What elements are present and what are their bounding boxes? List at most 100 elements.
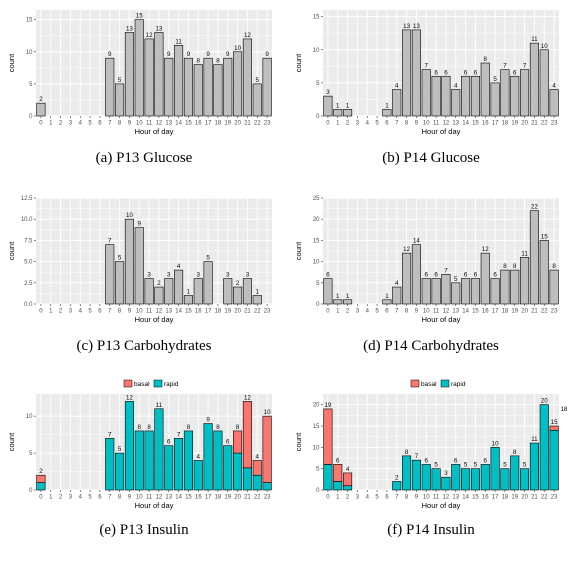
x-tick-label: 5 (88, 309, 92, 315)
y-tick-label: 5 (316, 81, 320, 87)
x-tick-label: 10 (423, 495, 430, 501)
bar (134, 227, 144, 305)
data-label: 15 (136, 13, 143, 20)
bar-rapid (124, 401, 134, 491)
panel-p14-insulin: 0 5 10 15 20 19 6 4 2 8 7 6 5 3 6 5 5 6 10 5 8 5 11 20 15 18 0 1 2 3 4… (291, 376, 571, 564)
data-label: 13 (403, 23, 410, 30)
x-tick-label: 7 (395, 495, 399, 501)
x-tick-label: 17 (492, 309, 499, 315)
bar (203, 261, 213, 305)
bar (242, 38, 252, 117)
bar (441, 75, 451, 117)
bar-basal (262, 415, 272, 483)
data-label: 8 (236, 424, 240, 431)
x-tick-label: 19 (224, 121, 231, 127)
y-tick-label: 10 (313, 48, 320, 54)
x-tick-label: 6 (385, 121, 389, 127)
bar-rapid (213, 430, 223, 491)
bar (105, 244, 115, 305)
data-label: 9 (206, 417, 210, 424)
bar (323, 95, 333, 117)
data-label: 7 (523, 63, 527, 70)
data-label: 1 (187, 289, 191, 296)
x-tick-label: 5 (375, 121, 379, 127)
data-label: 1 (346, 293, 350, 300)
bar-rapid (411, 459, 421, 491)
x-tick-label: 0 (39, 309, 43, 315)
y-tick-label: 15 (313, 15, 320, 21)
bar-rapid (134, 430, 144, 491)
x-tick-label: 10 (423, 309, 430, 315)
data-label: 10 (541, 43, 548, 50)
x-tick-label: 16 (482, 495, 489, 501)
x-tick-label: 12 (443, 309, 450, 315)
panel-p13-insulin: 0 5 10 2 7 5 12 8 8 11 6 7 8 4 9 8 6 8 12 4 10 0 1 2 3 4 5 6 7 8 9 10 11… (4, 376, 284, 564)
x-tick-label: 11 (146, 309, 153, 315)
data-label: 3 (197, 272, 201, 279)
data-label: 8 (197, 58, 201, 65)
bar (411, 244, 421, 305)
bar (470, 278, 480, 305)
x-tick-label: 14 (462, 495, 469, 501)
data-label: 1 (385, 102, 389, 109)
x-tick-label: 8 (118, 309, 122, 315)
x-tick-label: 16 (482, 309, 489, 315)
panel-p14-carbohydrates: 0 5 10 15 20 25 6 1 1 1 4 12 14 6 6 7 5 6 6 12 6 8 8 11 22 15 8 0 1 2… (291, 192, 571, 380)
bar (500, 69, 510, 117)
x-tick-label: 19 (224, 495, 231, 501)
y-tick-label: 10.0 (21, 217, 33, 223)
x-tick-label: 13 (452, 309, 459, 315)
bar (470, 75, 480, 117)
x-tick-label: 22 (254, 495, 261, 501)
data-label: 11 (531, 436, 538, 443)
data-label: 5 (523, 462, 527, 469)
y-tick-label: 0 (29, 114, 33, 120)
x-tick-label: 1 (336, 495, 340, 501)
data-label: 6 (434, 69, 438, 76)
bar-rapid (470, 468, 480, 491)
x-tick-label: 15 (185, 121, 192, 127)
bar-rapid (421, 464, 431, 491)
x-tick-label: 11 (146, 495, 153, 501)
y-tick-label: 5.0 (24, 260, 33, 266)
x-tick-label: 4 (366, 495, 370, 501)
bar (233, 286, 243, 305)
bar (262, 57, 272, 117)
data-label: 6 (464, 272, 468, 279)
x-tick-label: 22 (254, 121, 261, 127)
y-tick-label: 0 (316, 488, 320, 494)
data-label: 10 (264, 409, 271, 416)
x-tick-label: 23 (264, 495, 271, 501)
data-label: 4 (552, 83, 556, 90)
data-label: 6 (484, 457, 488, 464)
x-tick-label: 17 (492, 495, 499, 501)
bar (183, 57, 193, 117)
y-tick-label: 7.5 (24, 238, 33, 244)
x-axis-title: Hour of day (135, 127, 174, 136)
x-tick-label: 14 (462, 121, 469, 127)
x-tick-label: 5 (88, 121, 92, 127)
x-tick-label: 2 (59, 121, 63, 127)
x-tick-label: 10 (136, 121, 143, 127)
legend-label-basal: basal (134, 381, 150, 388)
x-tick-label: 21 (244, 121, 251, 127)
x-tick-label: 16 (195, 495, 202, 501)
x-tick-label: 20 (234, 121, 241, 127)
y-tick-label: 5 (316, 281, 320, 287)
x-tick-label: 3 (356, 309, 360, 315)
bar (36, 102, 46, 117)
data-label: 10 (492, 440, 499, 447)
x-tick-label: 15 (472, 495, 479, 501)
x-tick-label: 5 (88, 495, 92, 501)
x-tick-label: 7 (395, 121, 399, 127)
bar (529, 42, 539, 117)
data-label: 6 (167, 439, 171, 446)
caption-p13-glucose: (a) P13 Glucose (95, 150, 193, 166)
caption-p13-carbohydrates: (c) P13 Carbohydrates (76, 338, 212, 354)
y-axis-title: count (7, 241, 16, 260)
data-label: 1 (346, 102, 350, 109)
bar-rapid (520, 468, 530, 491)
x-tick-label: 11 (433, 495, 440, 501)
